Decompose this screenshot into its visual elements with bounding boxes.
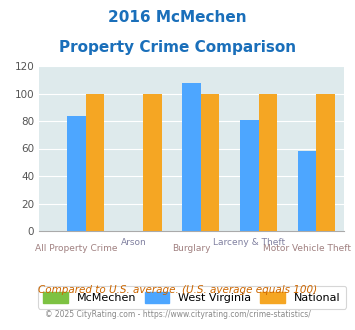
Text: All Property Crime: All Property Crime bbox=[35, 244, 118, 253]
Bar bbox=[201, 93, 219, 231]
Text: Property Crime Comparison: Property Crime Comparison bbox=[59, 40, 296, 54]
Bar bbox=[182, 82, 201, 231]
Text: Burglary: Burglary bbox=[173, 244, 211, 253]
Bar bbox=[240, 120, 258, 231]
Bar bbox=[143, 93, 162, 231]
Legend: McMechen, West Virginia, National: McMechen, West Virginia, National bbox=[38, 286, 346, 309]
Bar bbox=[67, 115, 86, 231]
Text: Compared to U.S. average. (U.S. average equals 100): Compared to U.S. average. (U.S. average … bbox=[38, 285, 317, 295]
Bar bbox=[298, 151, 316, 231]
Text: Larceny & Theft: Larceny & Theft bbox=[213, 238, 285, 247]
Text: Arson: Arson bbox=[121, 238, 147, 247]
Bar bbox=[258, 93, 277, 231]
Text: 2016 McMechen: 2016 McMechen bbox=[108, 10, 247, 25]
Text: Motor Vehicle Theft: Motor Vehicle Theft bbox=[263, 244, 351, 253]
Bar bbox=[316, 93, 334, 231]
Bar bbox=[86, 93, 104, 231]
Text: © 2025 CityRating.com - https://www.cityrating.com/crime-statistics/: © 2025 CityRating.com - https://www.city… bbox=[45, 310, 310, 319]
